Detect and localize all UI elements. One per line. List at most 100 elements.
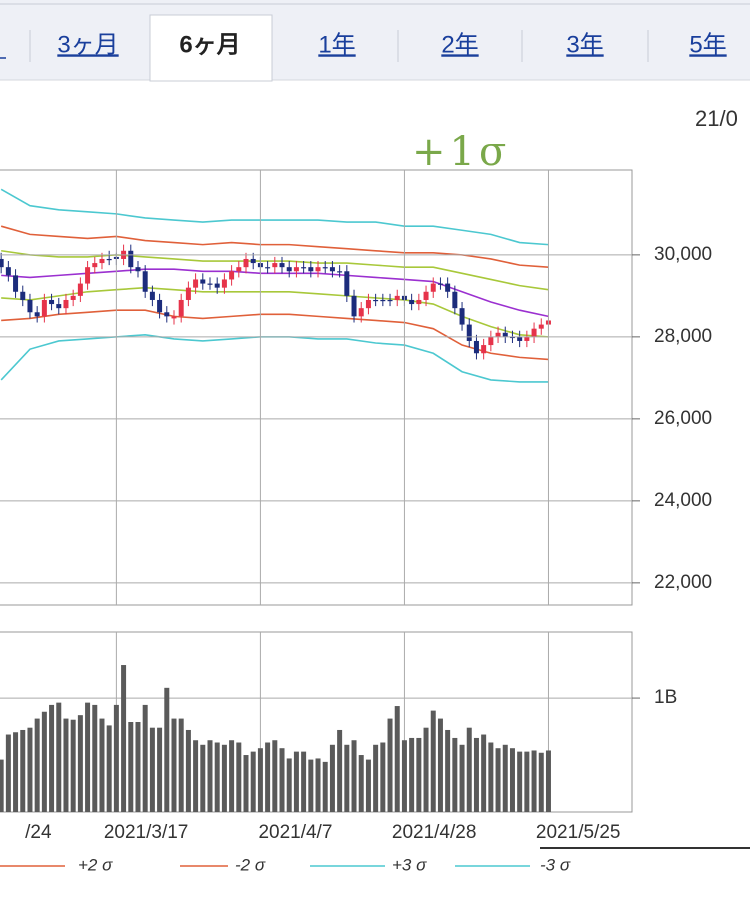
volume-bar [106, 725, 112, 812]
volume-bar [329, 744, 335, 812]
volume-bar [337, 729, 343, 812]
candle-body [524, 336, 530, 341]
volume-bar [531, 750, 537, 812]
candle-body [473, 340, 479, 354]
candle-body [279, 263, 285, 268]
volume-bar [99, 718, 105, 812]
candle-body [34, 312, 40, 317]
volume-bar [279, 748, 285, 812]
tab[interactable]: 3ヶ月 [57, 31, 118, 58]
volume-bar [121, 665, 127, 812]
candle-body [185, 287, 191, 300]
band-line [1, 268, 549, 318]
volume-bar [351, 740, 357, 812]
volume-bar [0, 759, 4, 812]
tab[interactable]: 1年 [318, 31, 355, 58]
candle-body [92, 263, 98, 268]
candle-body [329, 267, 335, 272]
volume-bar [92, 704, 98, 812]
volume-bar [373, 744, 379, 812]
candle-body [157, 299, 163, 313]
tab[interactable]: 2年 [441, 31, 478, 58]
candle-body [236, 267, 242, 272]
tab[interactable]: 3年 [566, 31, 603, 58]
volume-bar [416, 737, 422, 812]
volume-bar [49, 704, 55, 812]
x-tick-label: /24 [25, 822, 52, 843]
volume-bar [77, 715, 83, 812]
y-tick-label: 22,000 [654, 572, 712, 593]
candle-body [0, 258, 4, 268]
legend-label: +3 σ [392, 855, 427, 874]
legend-label: -3 σ [540, 855, 571, 874]
volume-bar [13, 732, 19, 812]
volume-bar [142, 704, 148, 812]
candle-body [286, 267, 292, 272]
volume-bar [85, 702, 91, 812]
candle-body [495, 332, 501, 337]
candle-body [13, 275, 19, 292]
candle-body [214, 283, 220, 288]
candle-body [509, 336, 515, 339]
volume-bar [20, 729, 26, 812]
volume-bar [365, 759, 371, 812]
volume-bar [265, 742, 271, 812]
candle-body [517, 336, 523, 341]
candle-body [531, 328, 537, 337]
x-tick-label: 2021/4/7 [258, 822, 332, 843]
candle-body [171, 316, 177, 319]
volume-bar [128, 722, 134, 812]
volume-bar [538, 752, 544, 812]
candle-body [416, 299, 422, 305]
volume-bar [171, 718, 177, 812]
volume-bar [517, 751, 523, 812]
volume-bar [459, 744, 465, 812]
volume-bar [221, 744, 227, 812]
candle-body [430, 283, 436, 292]
candle-body [250, 258, 256, 264]
candle-body [394, 295, 400, 300]
candle-body [63, 299, 69, 309]
volume-bar [293, 751, 299, 812]
volume-bar [41, 711, 47, 812]
candle-body [5, 267, 11, 276]
candle-body [452, 291, 458, 309]
candle-body [373, 299, 379, 302]
candle-body [128, 250, 134, 268]
candle-body [437, 283, 443, 285]
candle-body [538, 324, 544, 329]
volume-bar [229, 740, 235, 812]
candle-body [207, 283, 213, 285]
volume-bar [164, 687, 170, 812]
candle-body [142, 271, 148, 292]
candle-body [423, 291, 429, 300]
volume-bar [286, 758, 292, 812]
volume-bar [445, 729, 451, 812]
volume-bar [308, 759, 314, 812]
volume-bar [358, 755, 364, 812]
volume-bar [401, 740, 407, 812]
legend-label: -2 σ [235, 855, 266, 874]
candle-body [387, 299, 393, 302]
candle-body [488, 336, 494, 346]
candle-body [365, 299, 371, 309]
volume-bar [423, 727, 429, 812]
candle-body [481, 345, 487, 354]
candle-body [41, 299, 47, 317]
tab[interactable]: 5年 [689, 31, 726, 58]
volume-bar [56, 702, 62, 812]
band-line [1, 286, 549, 338]
x-tick-label: 2021/3/17 [104, 822, 189, 843]
tab-separators [29, 30, 649, 62]
volume-bar [466, 727, 472, 812]
candle-body [99, 258, 105, 264]
candle-body [70, 295, 76, 300]
candle-body [337, 271, 343, 273]
volume-bar [5, 734, 11, 812]
volume-bar [70, 719, 76, 812]
candle-body [502, 332, 508, 337]
volume-bar [178, 718, 184, 812]
candle-body [358, 308, 364, 317]
y-tick-label: 28,000 [654, 326, 712, 347]
